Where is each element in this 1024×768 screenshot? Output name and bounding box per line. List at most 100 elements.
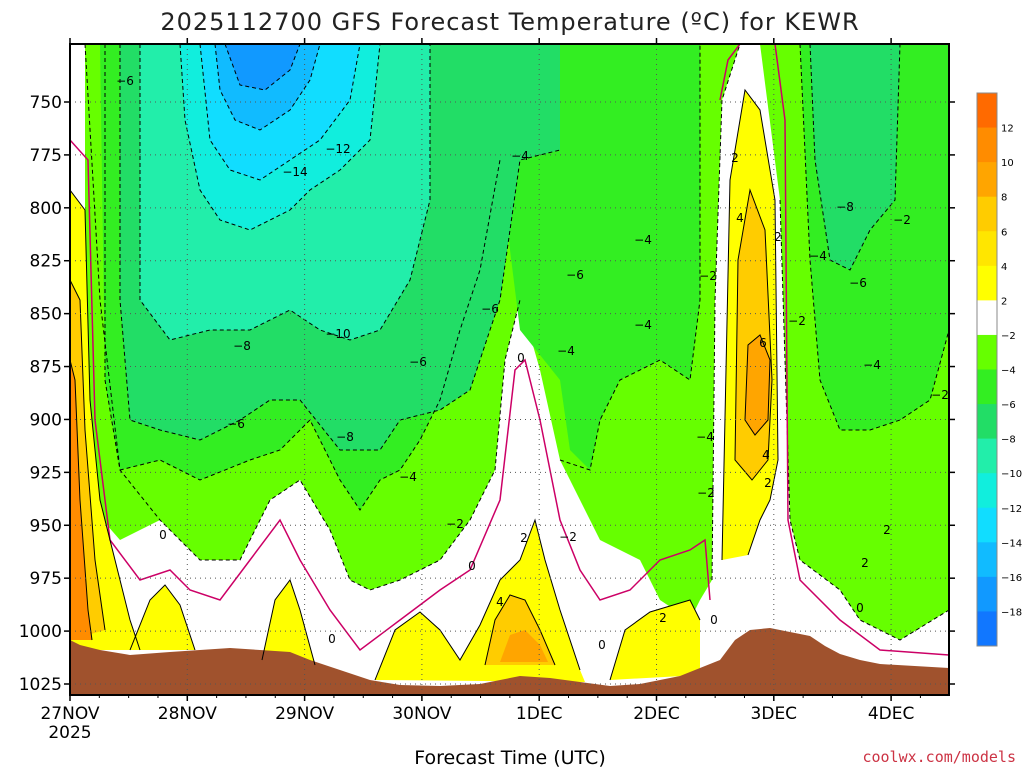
colorbar: 12 10 8 6 4 2 −2 −4 −6 −8 −10 −12 −14 −16 −18 xyxy=(976,92,1022,647)
contour-plus2-29nov xyxy=(261,578,316,666)
colorbar-swatch xyxy=(977,542,997,578)
x-tick-label: 3DEC xyxy=(751,704,798,724)
y-axis: 750 775 800 825 850 875 900 925 950 975 1000 1025 xyxy=(19,93,955,695)
contour-plus2-30nov xyxy=(374,518,581,681)
contour-label: 0 xyxy=(710,613,718,627)
colorbar-tick-label: 6 xyxy=(1001,227,1007,238)
colorbar-swatch xyxy=(977,265,997,301)
colorbar-tick-label: 4 xyxy=(1001,262,1007,273)
contour-label: −2 xyxy=(559,530,577,544)
x-tick-label: 2DEC xyxy=(633,704,680,724)
colorbar-tick-label: 12 xyxy=(1001,124,1014,135)
contour-minus12 xyxy=(199,44,361,181)
colorbar-swatch xyxy=(977,231,997,267)
positive-contours xyxy=(70,88,779,681)
contour-label: −4 xyxy=(511,149,529,163)
contour-label: 4 xyxy=(736,211,744,225)
colorbar-swatch xyxy=(977,473,997,509)
colorbar-swatch xyxy=(977,611,997,647)
contour-label: −4 xyxy=(696,430,714,444)
colorbar-tick-label: −10 xyxy=(1001,469,1022,480)
x-tick-label: 1DEC xyxy=(516,704,563,724)
contour-zero-main xyxy=(70,139,711,652)
colorbar-swatch xyxy=(977,576,997,612)
temperature-field: −6 −14 −12 −4 −6 −6 −8 −10 −6 −6 −8 −4 −2 −2 −4 −4 −4 −2 −… xyxy=(70,44,949,695)
contour-minus16 xyxy=(224,44,301,91)
contour-label: 2 xyxy=(774,230,782,244)
contour-plus2-west xyxy=(70,189,141,651)
colorbar-swatch xyxy=(977,162,997,198)
contour-minus2-3dec-west xyxy=(711,44,741,581)
contour-labels: −6 −14 −12 −4 −6 −6 −8 −10 −6 −6 −8 −4 −2 −2 −4 −4 −4 −2 −… xyxy=(116,74,949,652)
contour-label: −4 xyxy=(557,344,575,358)
x-tick-label: 29NOV xyxy=(275,704,334,724)
colorbar-swatch xyxy=(977,404,997,440)
field-plus6-region-1dec xyxy=(500,630,548,662)
y-tick-label: 875 xyxy=(30,358,62,378)
contour-label: 0 xyxy=(598,638,606,652)
contour-label: 2 xyxy=(883,523,891,537)
contour-label: −6 xyxy=(849,276,867,290)
contour-minus4-east xyxy=(559,44,701,471)
contour-plus4-1dec xyxy=(484,594,556,666)
contour-label: −6 xyxy=(116,74,134,88)
y-tick-label: 750 xyxy=(30,93,62,113)
chart-title: 2025112700 GFS Forecast Temperature (ºC)… xyxy=(160,8,859,36)
contour-label: −2 xyxy=(446,517,464,531)
colorbar-tick-label: −14 xyxy=(1001,538,1022,549)
colorbar-tick-label: −18 xyxy=(1001,607,1022,618)
colorbar-swatch xyxy=(977,369,997,405)
x-tick-year: 2025 xyxy=(48,723,91,743)
contour-plus2-2dec xyxy=(609,599,701,681)
y-tick-label: 775 xyxy=(30,146,62,166)
credit-link[interactable]: coolwx.com/models xyxy=(862,748,1016,766)
colorbar-tick-label: −16 xyxy=(1001,573,1022,584)
x-tick-label: 28NOV xyxy=(158,704,217,724)
y-tick-label: 825 xyxy=(30,252,62,272)
contour-label: −4 xyxy=(863,358,881,372)
contour-label: −6 xyxy=(227,417,245,431)
contour-label: 2 xyxy=(731,151,739,165)
grid-lines xyxy=(70,44,949,695)
contour-minus14 xyxy=(214,44,321,131)
colorbar-swatch xyxy=(977,93,997,129)
contour-label: −8 xyxy=(336,430,354,444)
contour-label: −12 xyxy=(325,142,350,156)
colorbar-tick-label: 8 xyxy=(1001,193,1007,204)
y-tick-label: 850 xyxy=(30,305,62,325)
contour-label: 6 xyxy=(759,336,767,350)
y-tick-label: 1025 xyxy=(19,675,62,695)
contour-label: −6 xyxy=(481,302,499,316)
contour-label: −2 xyxy=(893,213,911,227)
ground-terrain xyxy=(70,628,949,695)
contour-label: −2 xyxy=(697,486,715,500)
contour-label: −10 xyxy=(325,327,350,341)
x-tick-label: 27NOV xyxy=(40,704,99,724)
contour-label: −8 xyxy=(836,200,854,214)
colorbar-tick-label: −8 xyxy=(1001,435,1016,446)
contour-label: 2 xyxy=(659,611,667,625)
y-tick-label: 1000 xyxy=(19,622,62,642)
contour-label: −2 xyxy=(788,314,806,328)
contour-label: −8 xyxy=(233,339,251,353)
colorbar-tick-label: 10 xyxy=(1001,158,1014,169)
x-tick-label: 30NOV xyxy=(392,704,451,724)
contour-label: −4 xyxy=(809,249,827,263)
contour-label: −4 xyxy=(399,470,417,484)
colorbar-swatch xyxy=(977,438,997,474)
field-plus8-region-west xyxy=(70,360,92,640)
y-tick-label: 925 xyxy=(30,463,62,483)
y-tick-label: 975 xyxy=(30,569,62,589)
contour-label: 2 xyxy=(764,476,772,490)
contour-label: −2 xyxy=(931,388,949,402)
contour-plus4-3dec xyxy=(734,188,773,481)
field-plus6-region-3dec xyxy=(745,335,770,435)
contour-label: −6 xyxy=(566,268,584,282)
contour-minus4 xyxy=(104,44,501,511)
colorbar-swatch xyxy=(977,196,997,232)
contour-label: 4 xyxy=(762,448,770,462)
contour-plus6-west xyxy=(70,359,93,641)
contour-label: 0 xyxy=(517,351,525,365)
contour-label: 0 xyxy=(159,528,167,542)
field-plus2-region-2dec xyxy=(610,600,700,680)
